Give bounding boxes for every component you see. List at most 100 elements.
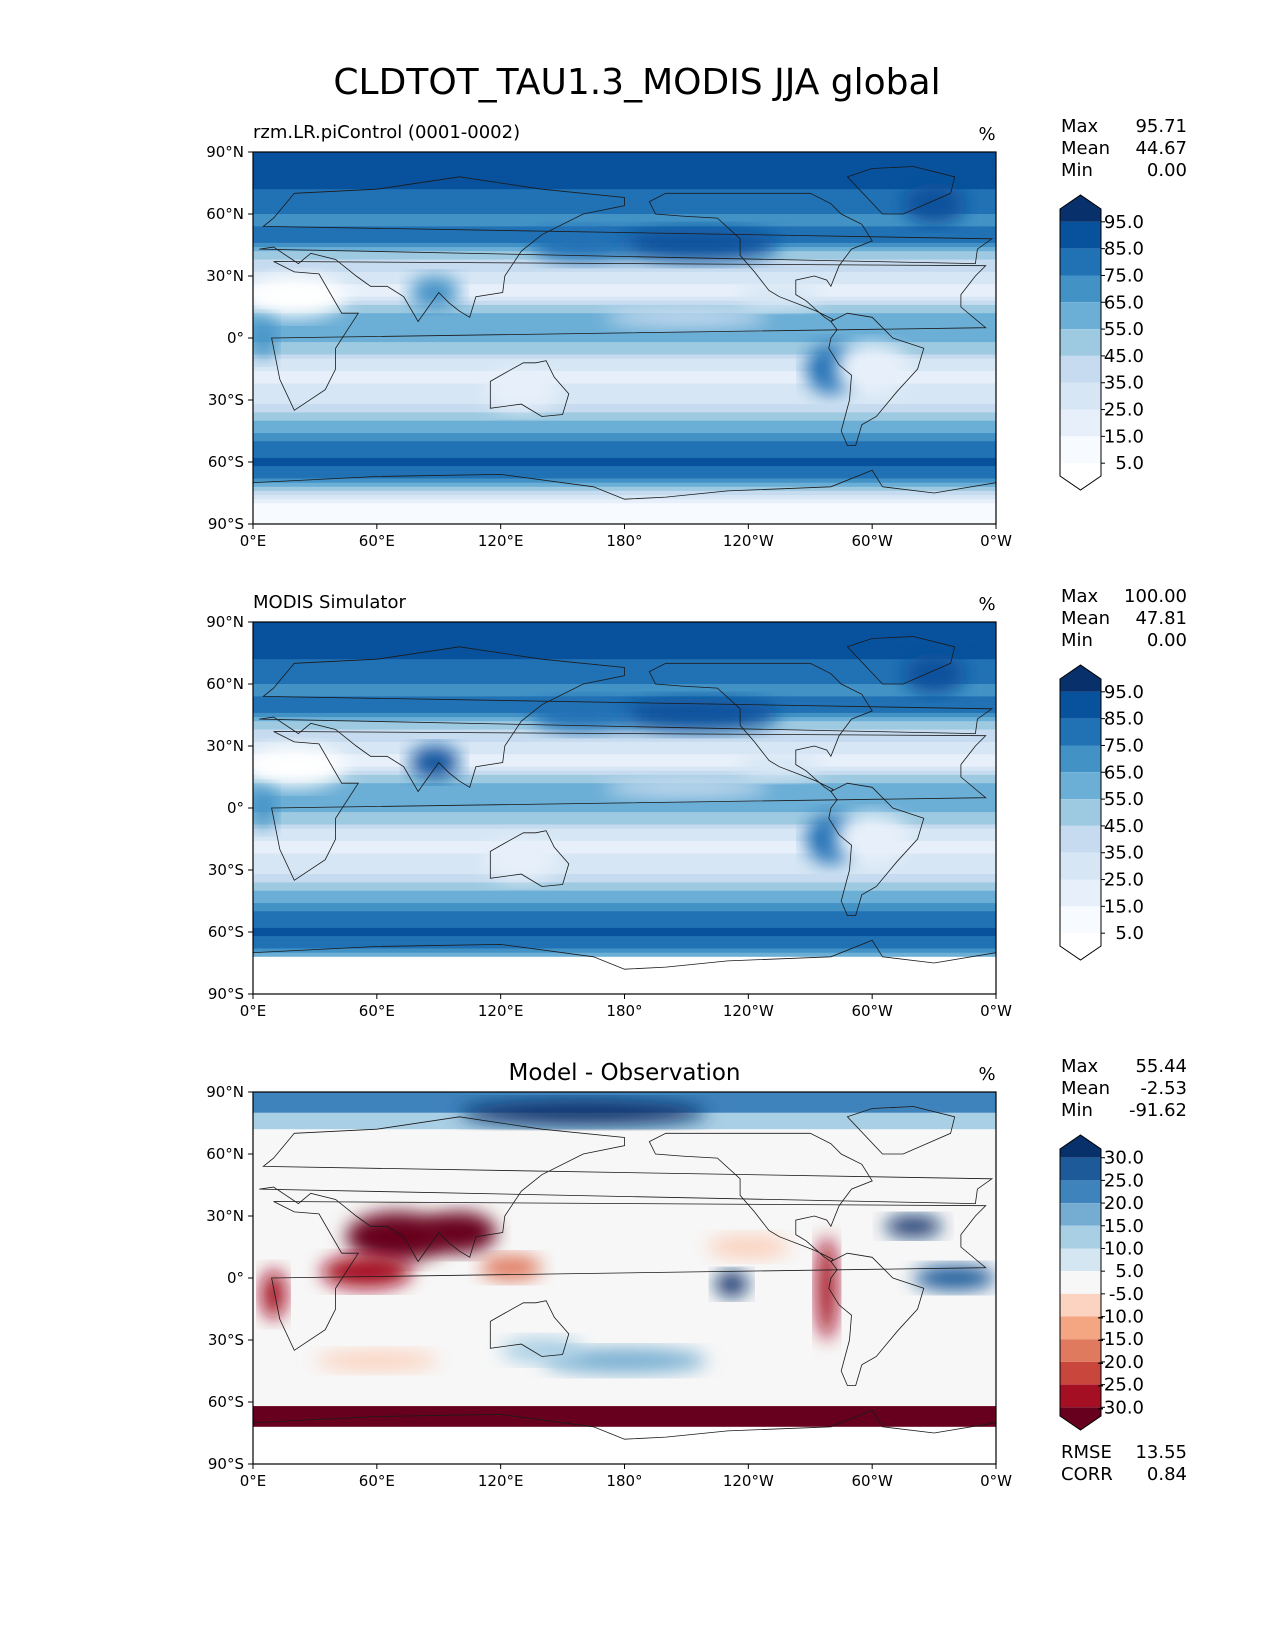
cloud-region bbox=[603, 307, 770, 328]
colorbar-label: 5.0 bbox=[1115, 923, 1144, 944]
field-band bbox=[253, 803, 996, 809]
stat-value: -2.53 bbox=[1140, 1078, 1187, 1099]
field-band bbox=[253, 1335, 996, 1341]
field-band bbox=[253, 1249, 996, 1254]
field-band bbox=[253, 1306, 996, 1312]
field-band bbox=[253, 1145, 996, 1151]
colorbar-segment bbox=[1060, 825, 1101, 853]
anomaly-region bbox=[541, 1348, 708, 1374]
lat-tick-label: 90°N bbox=[206, 143, 244, 161]
field-band bbox=[253, 1096, 996, 1101]
field-band bbox=[253, 400, 996, 405]
field-band bbox=[253, 886, 996, 892]
map-panel-2: MODIS Simulator % 90°N 60°N 30°N 0° 30°S 60°S 90… bbox=[206, 586, 1187, 1020]
field-band bbox=[253, 1439, 996, 1444]
field-band bbox=[253, 482, 996, 488]
field-band bbox=[253, 1203, 996, 1209]
field-band bbox=[253, 470, 996, 476]
stats-block: Max 95.71 Mean 44.67 Min 0.00 bbox=[1061, 116, 1187, 181]
field-band bbox=[253, 1422, 996, 1428]
field-band bbox=[253, 737, 996, 743]
field-band bbox=[253, 985, 996, 991]
map-panel-3: Model - Observation % 90°N 60°N 30°N 0° 30°S 60… bbox=[206, 1056, 1187, 1490]
lon-tick-label: 120°W bbox=[723, 1472, 774, 1490]
field-band bbox=[253, 503, 996, 509]
field-band bbox=[253, 424, 996, 430]
colorbar-label: 65.0 bbox=[1104, 762, 1144, 783]
lon-tick-label: 120°W bbox=[723, 1002, 774, 1020]
field-band bbox=[253, 478, 996, 484]
colorbar-label: -20.0 bbox=[1097, 1352, 1144, 1373]
field-band bbox=[253, 754, 996, 760]
field-band bbox=[253, 1273, 996, 1279]
field-band bbox=[253, 164, 996, 170]
anomaly-region bbox=[345, 1211, 450, 1262]
field-band bbox=[253, 1443, 996, 1449]
field-band bbox=[253, 1199, 996, 1205]
colorbar-outline bbox=[1059, 1134, 1102, 1431]
field-band bbox=[253, 271, 996, 277]
colorbar-label: 45.0 bbox=[1104, 816, 1144, 837]
field-band bbox=[253, 1236, 996, 1242]
anomaly-region bbox=[314, 1350, 439, 1371]
field-band bbox=[253, 1224, 996, 1230]
field-band bbox=[253, 1414, 996, 1420]
field-band bbox=[253, 646, 996, 652]
coastline bbox=[271, 1201, 987, 1351]
field bbox=[253, 622, 996, 994]
field-band bbox=[253, 350, 996, 356]
field-band bbox=[253, 882, 996, 888]
field-band bbox=[253, 907, 996, 912]
field-band bbox=[253, 329, 996, 335]
field-band bbox=[253, 366, 996, 372]
field-band bbox=[253, 1269, 996, 1275]
lat-tick-label: 90°N bbox=[206, 1083, 244, 1101]
field-band bbox=[253, 342, 996, 347]
field-band bbox=[253, 795, 996, 801]
field-band bbox=[253, 1207, 996, 1213]
field-band bbox=[253, 1240, 996, 1246]
colorbar-label: 55.0 bbox=[1104, 319, 1144, 340]
field-band bbox=[253, 878, 996, 884]
lon-tick-label: 60°E bbox=[359, 532, 395, 550]
colorbar-segment bbox=[1060, 355, 1101, 383]
field-band bbox=[253, 156, 996, 161]
field-band bbox=[253, 391, 996, 397]
field-band bbox=[253, 300, 996, 306]
field-band bbox=[253, 1344, 996, 1349]
colorbar-label: 10.0 bbox=[1104, 1238, 1144, 1259]
colorbar-outline bbox=[1059, 194, 1102, 491]
stat-value: 0.00 bbox=[1147, 630, 1187, 651]
field-band bbox=[253, 1397, 996, 1403]
cloud-region bbox=[253, 276, 346, 318]
lat-tick-label: 30°S bbox=[208, 861, 244, 879]
field-band bbox=[253, 495, 996, 500]
panel-title: MODIS Simulator bbox=[253, 592, 406, 613]
field-band bbox=[253, 362, 996, 368]
field-band bbox=[253, 808, 996, 813]
field-band bbox=[253, 675, 996, 681]
field-band bbox=[253, 836, 996, 842]
coastline bbox=[648, 662, 873, 793]
field-band bbox=[253, 659, 996, 664]
coastline bbox=[253, 1409, 996, 1464]
cloud-region bbox=[253, 746, 346, 788]
field-band bbox=[253, 1327, 996, 1333]
field-band bbox=[253, 428, 996, 434]
colorbar-label: -30.0 bbox=[1097, 1397, 1144, 1418]
field-band bbox=[253, 1092, 996, 1097]
lat-tick-label: 30°N bbox=[206, 1207, 244, 1225]
field bbox=[253, 152, 996, 524]
field-band bbox=[253, 857, 996, 863]
coastline bbox=[271, 731, 987, 881]
field-band bbox=[253, 1426, 996, 1432]
units-label: % bbox=[978, 594, 995, 615]
field-band bbox=[253, 441, 996, 447]
colorbar-segment bbox=[1060, 1157, 1101, 1181]
colorbar-label: 5.0 bbox=[1115, 1261, 1144, 1282]
colorbar-outline bbox=[1059, 664, 1102, 961]
field-band bbox=[253, 1410, 996, 1416]
coastline bbox=[648, 1132, 873, 1263]
field-band bbox=[253, 1286, 996, 1292]
field-band bbox=[253, 1406, 996, 1411]
